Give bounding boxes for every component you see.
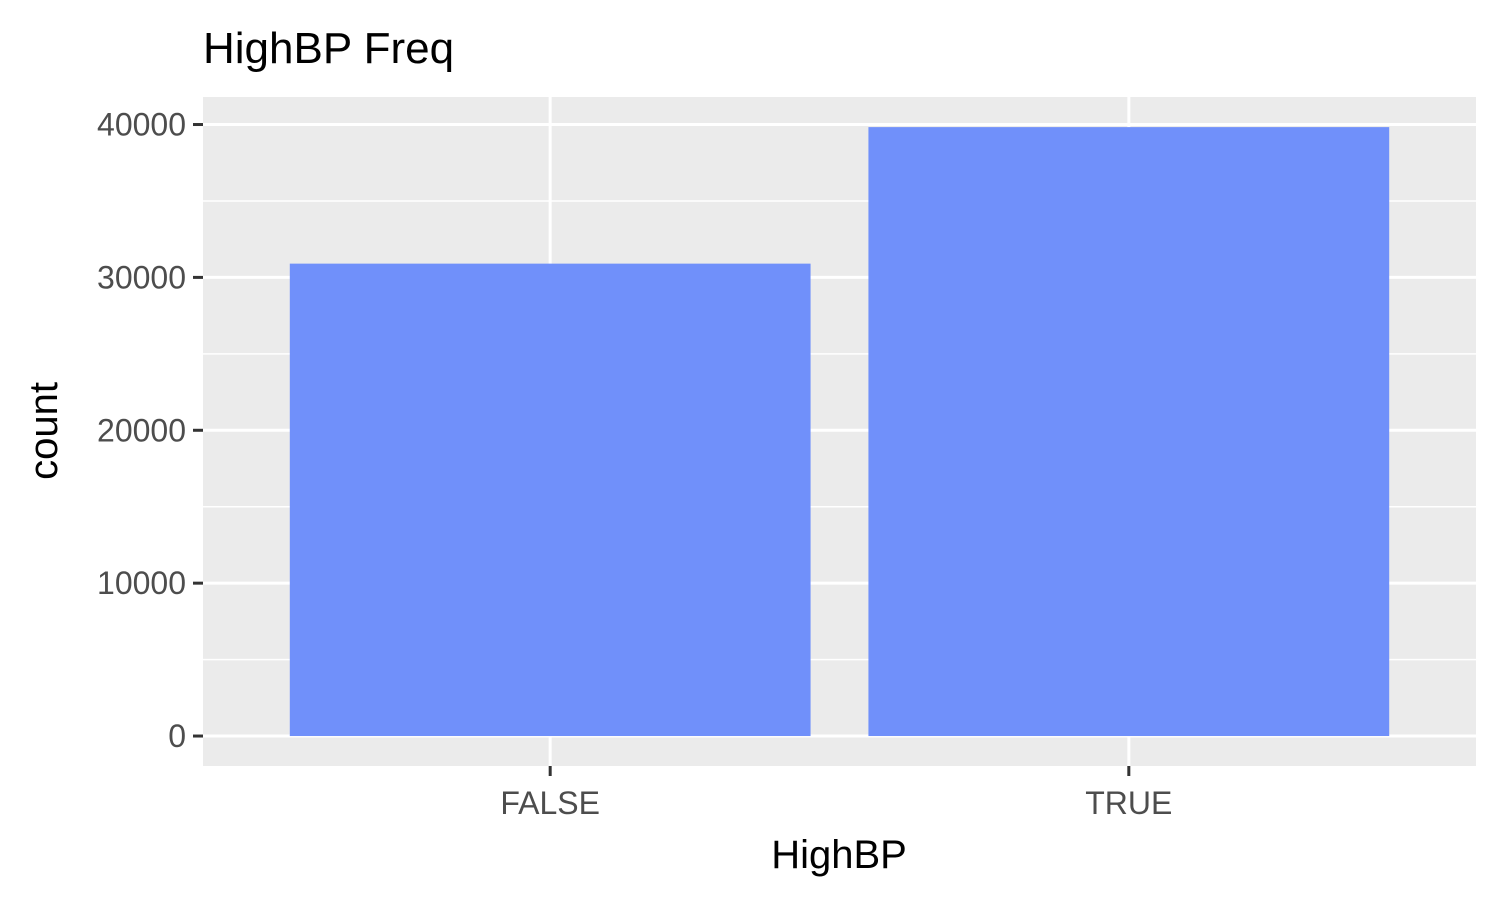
bar-false bbox=[289, 263, 811, 737]
x-tick-label: TRUE bbox=[1085, 785, 1172, 821]
y-tick-label: 40000 bbox=[97, 107, 186, 143]
y-axis-title: count bbox=[22, 382, 66, 480]
y-tick-label: 30000 bbox=[97, 259, 186, 295]
bars bbox=[289, 127, 1390, 737]
y-tick-label: 0 bbox=[168, 718, 186, 754]
y-axis: 0 10000 20000 30000 40000 bbox=[97, 107, 203, 754]
chart-title: HighBP Freq bbox=[203, 24, 454, 73]
y-tick-label: 20000 bbox=[97, 412, 186, 448]
x-tick-label: FALSE bbox=[500, 785, 600, 821]
x-axis: FALSE TRUE bbox=[500, 766, 1172, 821]
y-tick-label: 10000 bbox=[97, 565, 186, 601]
bar-true bbox=[868, 127, 1390, 737]
x-axis-title: HighBP bbox=[771, 833, 907, 877]
